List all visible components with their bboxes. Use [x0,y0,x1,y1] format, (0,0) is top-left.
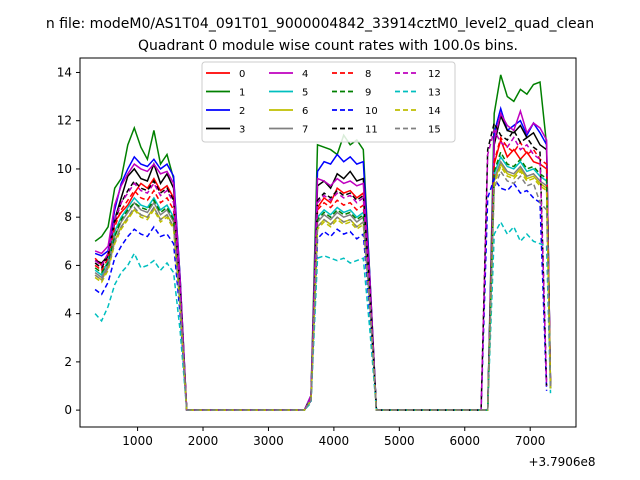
legend-label-5: 5 [302,88,308,99]
x-tick-label: 3000 [253,434,284,448]
y-tick-label: 2 [64,355,72,369]
x-axis-ticks: 1000 2000 3000 4000 5000 6000 7000 [122,427,545,448]
legend-label-6: 6 [302,106,308,117]
y-tick-label: 12 [57,114,72,128]
x-tick-label: 4000 [319,434,350,448]
legend-label-2: 2 [239,106,245,117]
legend-label-12: 12 [428,69,441,80]
series-line-15 [94,169,552,411]
figure-suptitle: n file: modeM0/AS1T04_091T01_9000004842_… [46,16,594,32]
y-tick-label: 8 [64,210,72,224]
x-tick-label: 1000 [122,434,153,448]
legend-label-7: 7 [302,125,308,136]
legend-label-15: 15 [428,125,441,136]
legend-label-11: 11 [365,125,378,136]
legend-label-1: 1 [239,88,245,99]
series-line-13 [94,220,552,411]
y-axis-ticks: 0 2 4 6 8 10 12 14 [57,65,80,417]
legend-label-8: 8 [365,69,371,80]
x-tick-label: 7000 [515,434,546,448]
y-tick-label: 4 [64,307,72,321]
series-line-8 [94,135,552,411]
y-tick-label: 14 [57,65,72,79]
series-line-9 [94,150,552,411]
legend-label-13: 13 [428,88,441,99]
y-tick-label: 10 [57,162,72,176]
legend-label-3: 3 [239,125,245,136]
legend-label-14: 14 [428,106,441,117]
legend-label-0: 0 [239,69,245,80]
x-tick-label: 5000 [384,434,415,448]
y-tick-label: 6 [64,258,72,272]
chart-title: Quadrant 0 module wise count rates with … [138,38,518,54]
series-line-14 [94,164,552,411]
series-layer [94,74,552,411]
y-tick-label: 0 [64,403,72,417]
x-axis-offset-label: +3.7906e8 [528,455,595,469]
x-tick-label: 6000 [449,434,480,448]
legend-label-9: 9 [365,88,371,99]
legend-box [201,61,456,143]
legend-label-4: 4 [302,69,308,80]
axes-frame [79,57,577,428]
x-tick-label: 2000 [188,434,219,448]
legend-label-10: 10 [365,106,378,117]
